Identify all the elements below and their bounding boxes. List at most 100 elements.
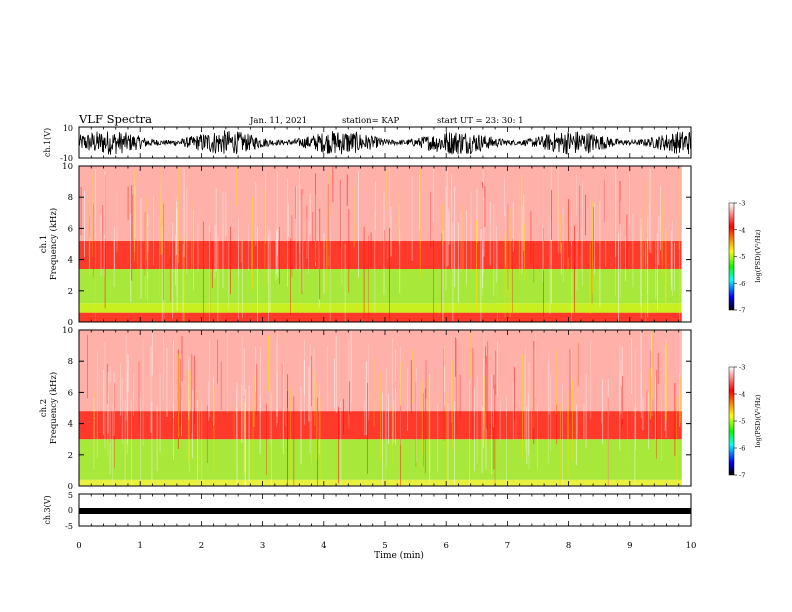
spectrogram-streak bbox=[146, 195, 148, 261]
spectrogram-streak bbox=[674, 383, 676, 457]
spectrogram-streak bbox=[572, 380, 573, 460]
ch2-colorbar: -3 -4 -5 -6 -7 log(PSD)(V²/Hz) bbox=[728, 364, 762, 480]
spectrogram-streak bbox=[523, 194, 525, 251]
spectrogram-streak bbox=[147, 213, 149, 280]
spectrogram-streak bbox=[211, 241, 213, 288]
spectrogram-streak bbox=[562, 384, 563, 486]
spectrogram-streak bbox=[507, 203, 509, 290]
spectrogram-streak bbox=[178, 353, 179, 439]
spectrogram-streak bbox=[410, 360, 412, 413]
spectrogram-streak bbox=[120, 351, 122, 397]
spectrogram-streak bbox=[329, 214, 331, 321]
spectrogram-streak bbox=[179, 358, 181, 427]
ch1-spectrogram-ylabel-channel: ch.1 bbox=[39, 235, 49, 253]
spectrogram-streak bbox=[580, 226, 582, 273]
spectrogram-streak bbox=[499, 378, 500, 457]
spectrogram-streak bbox=[293, 396, 295, 486]
xtick-label: 1 bbox=[137, 541, 142, 551]
ch1-colorbar: -3 -4 -5 -6 -7 log(PSD)(V²/Hz) bbox=[728, 200, 762, 315]
spectrogram-streak bbox=[161, 202, 163, 254]
ytick-label: 10 bbox=[62, 162, 73, 172]
spectrogram-streak bbox=[228, 241, 230, 310]
spectrogram-streak bbox=[665, 339, 667, 438]
spectrogram-streak bbox=[180, 354, 182, 386]
spectrogram-streak bbox=[615, 240, 616, 297]
spectrogram-streak bbox=[227, 330, 229, 413]
spectrogram-streak bbox=[257, 226, 258, 322]
spectrogram-streak bbox=[248, 224, 250, 272]
spectrogram-streak bbox=[555, 350, 557, 415]
spectrogram-streak bbox=[680, 378, 681, 423]
spectrogram-streak bbox=[311, 393, 312, 464]
spectrogram-streak bbox=[666, 230, 667, 302]
spectrogram-streak bbox=[640, 330, 642, 412]
spectrogram-streak bbox=[485, 346, 486, 412]
spectrogram-band bbox=[79, 411, 682, 440]
spectrogram-streak bbox=[615, 168, 617, 257]
spectrogram-streak bbox=[392, 405, 393, 464]
ytick-label: 0 bbox=[68, 482, 73, 492]
spectrogram-streak bbox=[243, 401, 245, 476]
spectrogram-streak bbox=[419, 175, 420, 231]
spectrogram-streak bbox=[560, 242, 562, 275]
spectrogram-streak bbox=[509, 208, 511, 318]
spectrogram-streak bbox=[411, 176, 413, 261]
spectrogram-streak bbox=[217, 339, 218, 384]
colorbar-tick-label: -5 bbox=[739, 253, 745, 261]
spectrogram-streak bbox=[124, 399, 126, 486]
spectrogram-streak bbox=[495, 350, 497, 395]
ch3-waveform-ylabel: ch.3(V) bbox=[43, 495, 52, 524]
spectrogram-streak bbox=[285, 331, 287, 426]
spectrogram-streak bbox=[607, 379, 609, 485]
spectrogram-streak bbox=[242, 241, 243, 319]
spectrogram-streak bbox=[145, 240, 146, 298]
spectrogram-streak bbox=[253, 375, 255, 427]
spectrogram-streak bbox=[421, 380, 423, 454]
spectrogram-streak bbox=[186, 188, 188, 274]
spectrogram-streak bbox=[288, 204, 289, 237]
spectrogram-streak bbox=[213, 387, 215, 470]
spectrogram-streak bbox=[236, 382, 238, 486]
spectrogram-streak bbox=[457, 222, 459, 303]
spectrogram-streak bbox=[454, 186, 456, 288]
spectrogram-streak bbox=[398, 192, 400, 243]
spectrogram-streak bbox=[327, 170, 329, 267]
xtick-label: 8 bbox=[566, 541, 571, 551]
spectrogram-streak bbox=[319, 397, 321, 486]
spectrogram-streak bbox=[482, 187, 484, 288]
spectrogram-streak bbox=[94, 225, 96, 322]
spectrogram-streak bbox=[303, 360, 305, 396]
spectrogram-streak bbox=[268, 235, 269, 322]
spectrogram-streak bbox=[676, 396, 677, 482]
spectrogram-streak bbox=[389, 167, 391, 202]
spectrogram-streak bbox=[267, 225, 269, 285]
spectrogram-streak bbox=[269, 230, 271, 313]
spectrogram-streak bbox=[593, 202, 595, 275]
spectrogram-streak bbox=[481, 229, 483, 295]
spectrogram-streak bbox=[191, 390, 193, 459]
spectrogram-streak bbox=[353, 187, 355, 247]
ch3-waveform-trace bbox=[79, 508, 691, 514]
spectrogram-streak bbox=[306, 218, 308, 259]
spectrogram-streak bbox=[607, 397, 609, 486]
spectrogram-streak bbox=[291, 215, 293, 277]
spectrogram-streak bbox=[504, 235, 506, 319]
spectrogram-streak bbox=[385, 381, 386, 485]
spectrogram-streak bbox=[240, 229, 242, 262]
spectrogram-streak bbox=[585, 194, 586, 236]
spectrogram-streak bbox=[481, 405, 483, 474]
spectrogram-streak bbox=[601, 390, 602, 424]
spectrogram-streak bbox=[415, 367, 417, 462]
spectrogram-streak bbox=[459, 374, 461, 419]
ch3-waveform-ytick-bottom: -5 bbox=[65, 522, 73, 531]
ch3-waveform-ytick-top: 5 bbox=[68, 491, 73, 500]
spectrogram-streak bbox=[585, 374, 587, 449]
spectrogram-streak bbox=[679, 242, 680, 322]
ytick-label: 4 bbox=[68, 256, 73, 266]
spectrogram-streak bbox=[671, 240, 672, 291]
spectrogram-streak bbox=[348, 209, 350, 293]
spectrogram-streak bbox=[276, 171, 278, 256]
spectrogram-streak bbox=[364, 401, 366, 436]
spectrogram-streak bbox=[497, 341, 498, 397]
spectrogram-streak bbox=[311, 355, 312, 407]
